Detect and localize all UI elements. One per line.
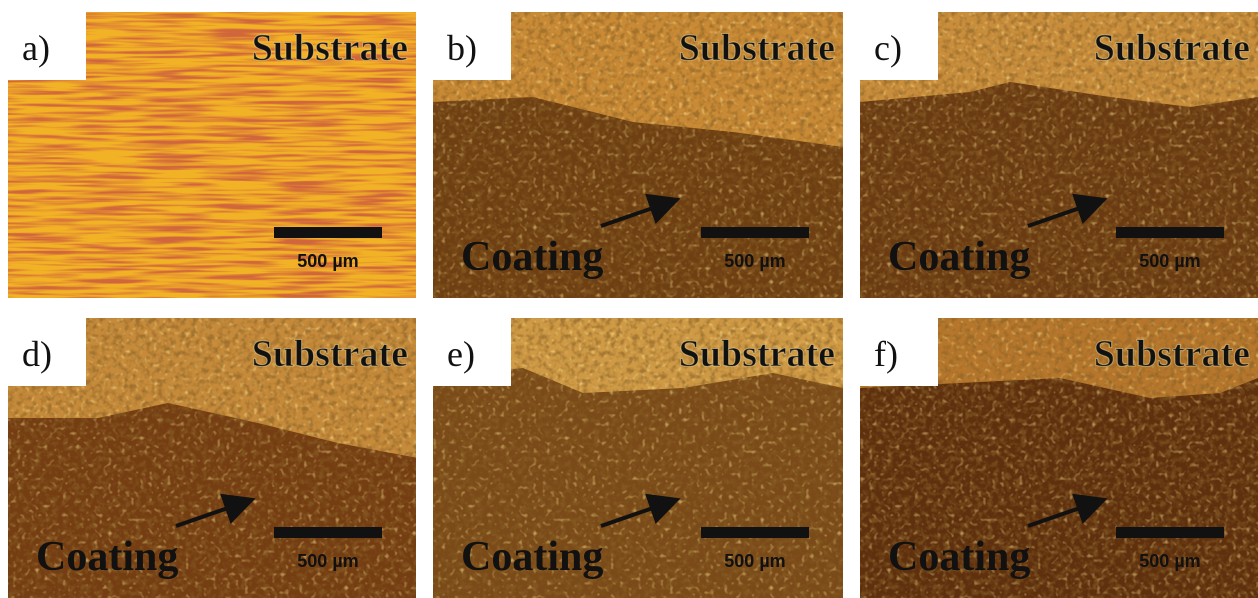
panel: b) Substrate Coating 500 µm: [431, 10, 843, 298]
scale-label: 500 µm: [1139, 251, 1200, 271]
panel-label: d): [22, 334, 52, 374]
substrate-label: Substrate: [679, 333, 835, 375]
scale-bar: [274, 227, 382, 238]
substrate-label: Substrate: [252, 333, 408, 375]
label-box: [858, 316, 938, 386]
scale-bar: [1116, 227, 1224, 238]
scale-bar: [1116, 527, 1224, 538]
panel-label: e): [447, 334, 475, 374]
coating-label: Coating: [461, 234, 603, 280]
panel: f) Substrate Coating 500 µm: [858, 316, 1258, 598]
panel: a) Substrate 500 µm: [6, 10, 416, 298]
panel: c) Substrate Coating 500 µm: [858, 10, 1258, 298]
substrate-label: Substrate: [1094, 333, 1250, 375]
substrate-label: Substrate: [1094, 27, 1250, 69]
panel-label: c): [874, 28, 902, 68]
scale-bar: [274, 527, 382, 538]
panel: e) Substrate Coating 500 µm: [431, 316, 843, 598]
panel: d) Substrate Coating 500 µm: [6, 316, 418, 598]
panel-label: a): [22, 28, 50, 68]
coating-label: Coating: [888, 234, 1030, 280]
panel-label: f): [874, 334, 898, 374]
scale-label: 500 µm: [1139, 551, 1200, 571]
scale-label: 500 µm: [297, 551, 358, 571]
substrate-label: Substrate: [252, 27, 408, 69]
scale-label: 500 µm: [724, 251, 785, 271]
coating-label: Coating: [888, 534, 1030, 580]
figure: a) Substrate 500 µm b) Substrate Coating 500 µ…: [0, 0, 1258, 598]
substrate-label: Substrate: [679, 27, 835, 69]
scale-bar: [701, 227, 809, 238]
coating-label: Coating: [461, 534, 603, 580]
scale-label: 500 µm: [297, 251, 358, 271]
scale-bar: [701, 527, 809, 538]
panel-label: b): [447, 28, 477, 68]
scale-label: 500 µm: [724, 551, 785, 571]
coating-label: Coating: [36, 534, 178, 580]
